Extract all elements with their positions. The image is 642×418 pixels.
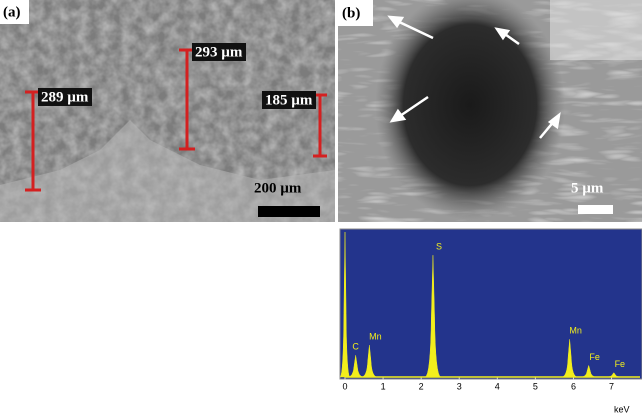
arrows bbox=[387, 15, 561, 139]
panel-b: (b) 5 µm bbox=[338, 0, 642, 222]
measure-label: 289 µm bbox=[41, 89, 89, 105]
x-tick-label: 5 bbox=[533, 381, 538, 391]
x-tick-label: 6 bbox=[571, 381, 576, 391]
peak-label: Fe bbox=[589, 352, 600, 362]
measure-label: 185 µm bbox=[265, 92, 313, 108]
panel-a: (a) 289 µm 293 µm 185 µm 200 µm bbox=[0, 0, 335, 222]
plot-area bbox=[339, 228, 642, 380]
peak bbox=[561, 339, 578, 378]
x-tick-label: 7 bbox=[609, 381, 614, 391]
scale-bar bbox=[258, 206, 320, 217]
x-tick-label: 4 bbox=[495, 381, 500, 391]
bright-area bbox=[550, 0, 642, 60]
scale-label: 5 µm bbox=[571, 180, 604, 196]
panel-label: (a) bbox=[3, 4, 21, 20]
peak bbox=[424, 255, 442, 378]
x-axis-label: keV bbox=[614, 404, 630, 414]
x-tick-label: 0 bbox=[342, 381, 347, 391]
peak bbox=[339, 231, 351, 378]
x-tick-label: 1 bbox=[381, 381, 386, 391]
peak bbox=[605, 372, 622, 378]
label-box bbox=[0, 0, 29, 24]
measure-box bbox=[192, 43, 246, 61]
peak-label: Mn bbox=[569, 326, 582, 336]
label-box bbox=[338, 0, 373, 26]
scale-bar bbox=[578, 205, 613, 214]
peak bbox=[361, 345, 378, 378]
pit bbox=[375, 0, 565, 220]
panel-label: (b) bbox=[342, 5, 360, 21]
scale-label: 200 µm bbox=[254, 180, 302, 196]
peak-label: C bbox=[352, 342, 359, 352]
x-tick-label: 3 bbox=[457, 381, 462, 391]
measure-box bbox=[38, 88, 92, 106]
peak-label: S bbox=[436, 242, 442, 252]
fracture-ridge bbox=[0, 120, 335, 222]
x-tick-label: 2 bbox=[419, 381, 424, 391]
measure-bars bbox=[25, 48, 327, 192]
eds-spectrum: keV 0 1 2 3 4 5 6 7 C Mn S Mn Fe Fe bbox=[339, 228, 642, 414]
peak-label: Fe bbox=[615, 359, 626, 369]
peak bbox=[347, 355, 364, 378]
peak-label: Mn bbox=[369, 331, 382, 341]
measure-label: 293 µm bbox=[195, 44, 243, 60]
peak bbox=[580, 364, 597, 378]
measure-box bbox=[262, 91, 316, 109]
